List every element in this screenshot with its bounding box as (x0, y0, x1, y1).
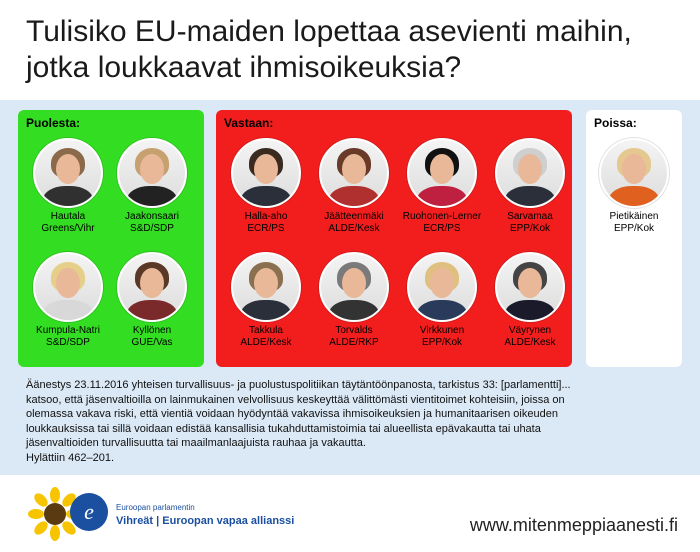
title-line-1: Tulisiko EU-maiden lopettaa asevienti ma… (26, 15, 632, 48)
vote-text-line: katsoo, että jäsenvaltioilla on lainmuka… (26, 393, 565, 406)
logo-subtitle: Euroopan parlamentin (116, 503, 195, 512)
mep-party: ECR/PS (423, 223, 461, 234)
mep-photo (407, 138, 477, 208)
eu-icon: e (70, 493, 108, 531)
mep-photo (599, 138, 669, 208)
mep-name: Pietikäinen (609, 211, 659, 222)
vote-text-line: Äänestys 23.11.2016 yhteisen turvallisuu… (26, 379, 571, 391)
footer: e Euroopan parlamentin Vihreät | Euroopa… (0, 475, 700, 552)
mep-name: Kumpula-Natri (36, 325, 100, 336)
mep-party: GUE/Vas (131, 337, 173, 348)
absent-label: Poissa: (594, 116, 637, 130)
mep-party: EPP/Kok (421, 337, 463, 348)
header: Tulisiko EU-maiden lopettaa asevienti ma… (0, 0, 700, 100)
mep-party: ECR/PS (247, 223, 285, 234)
mep-photo (117, 252, 187, 322)
page-title: Tulisiko EU-maiden lopettaa asevienti ma… (26, 14, 686, 86)
mep-name: Jaakonsaari (125, 211, 179, 222)
mep-party: ALDE/Kesk (328, 223, 380, 234)
eu-letter-icon: e (84, 499, 94, 524)
logo-title: Vihreät | Euroopan vapaa allianssi (116, 515, 295, 527)
mep-card-vayrynen: Väyrynen ALDE/Kesk (486, 252, 574, 349)
mep-name: Väyrynen (508, 325, 552, 336)
mep-name: Jäätteenmäki (324, 211, 384, 222)
mep-photo (231, 252, 301, 322)
mep-party: Greens/Vihr (41, 223, 95, 234)
mep-photo (407, 252, 477, 322)
mep-card-kyllonen: Kyllönen GUE/Vas (108, 252, 196, 349)
mep-photo (231, 138, 301, 208)
title-line-2: jotka loukkaavat ihmisoikeuksia? (26, 51, 462, 84)
mep-party: EPP/Kok (613, 223, 655, 234)
mep-card-sarvamaa: Sarvamaa EPP/Kok (486, 138, 574, 235)
mep-name: Sarvamaa (507, 211, 553, 222)
vote-result: Hylättiin 462–201. (26, 451, 115, 464)
mep-card-takkula: Takkula ALDE/Kesk (222, 252, 310, 349)
mep-photo (33, 252, 103, 322)
mep-name: Halla-aho (244, 211, 288, 222)
mep-card-virkkunen: Virkkunen EPP/Kok (398, 252, 486, 349)
mep-party: S&D/SDP (46, 337, 90, 348)
mep-card-halla-aho: Halla-aho ECR/PS (222, 138, 310, 235)
mep-party: S&D/SDP (130, 223, 174, 234)
vote-description: Äänestys 23.11.2016 yhteisen turvallisuu… (26, 378, 686, 465)
mep-photo (33, 138, 103, 208)
vote-text-line: jäsenvaltioiden turvallisuutta tai maail… (26, 437, 366, 449)
mep-card-hautala: Hautala Greens/Vihr (24, 138, 112, 235)
vote-results-area: Puolesta: Vastaan: Poissa: Hautala Green… (0, 100, 700, 475)
vote-text-line: loukkauksissa tai sillä voidaan edistää … (26, 422, 541, 435)
sunflower-icon (28, 487, 82, 541)
mep-name: Kyllönen (132, 325, 172, 336)
website-url[interactable]: www.mitenmeppiaanesti.fi (469, 515, 678, 535)
mep-name: Ruohonen-Lerner (402, 211, 482, 222)
mep-party: ALDE/Kesk (504, 337, 556, 348)
mep-name: Hautala (50, 211, 86, 222)
vote-text-line: olemassa vakava riski, että vientiä void… (26, 408, 558, 420)
mep-photo (319, 252, 389, 322)
against-label: Vastaan: (224, 116, 274, 130)
mep-name: Takkula (249, 325, 283, 336)
mep-card-jaatteenmaki: Jäätteenmäki ALDE/Kesk (310, 138, 398, 235)
mep-party: EPP/Kok (509, 223, 551, 234)
mep-party: ALDE/RKP (329, 337, 379, 348)
mep-name: Virkkunen (419, 325, 465, 336)
for-label: Puolesta: (26, 116, 81, 130)
mep-card-pietikainen: Pietikäinen EPP/Kok (590, 138, 678, 235)
mep-name: Torvalds (335, 325, 373, 336)
mep-card-torvalds: Torvalds ALDE/RKP (310, 252, 398, 349)
mep-card-ruohonen-lerner: Ruohonen-Lerner ECR/PS (398, 138, 486, 235)
mep-photo (117, 138, 187, 208)
mep-card-jaakonsaari: Jaakonsaari S&D/SDP (108, 138, 196, 235)
mep-photo (319, 138, 389, 208)
greens-efa-logo: e Euroopan parlamentin Vihreät | Euroopa… (28, 487, 328, 541)
mep-photo (495, 252, 565, 322)
mep-party: ALDE/Kesk (240, 337, 292, 348)
mep-photo (495, 138, 565, 208)
mep-card-kumpula-natri: Kumpula-Natri S&D/SDP (24, 252, 112, 349)
